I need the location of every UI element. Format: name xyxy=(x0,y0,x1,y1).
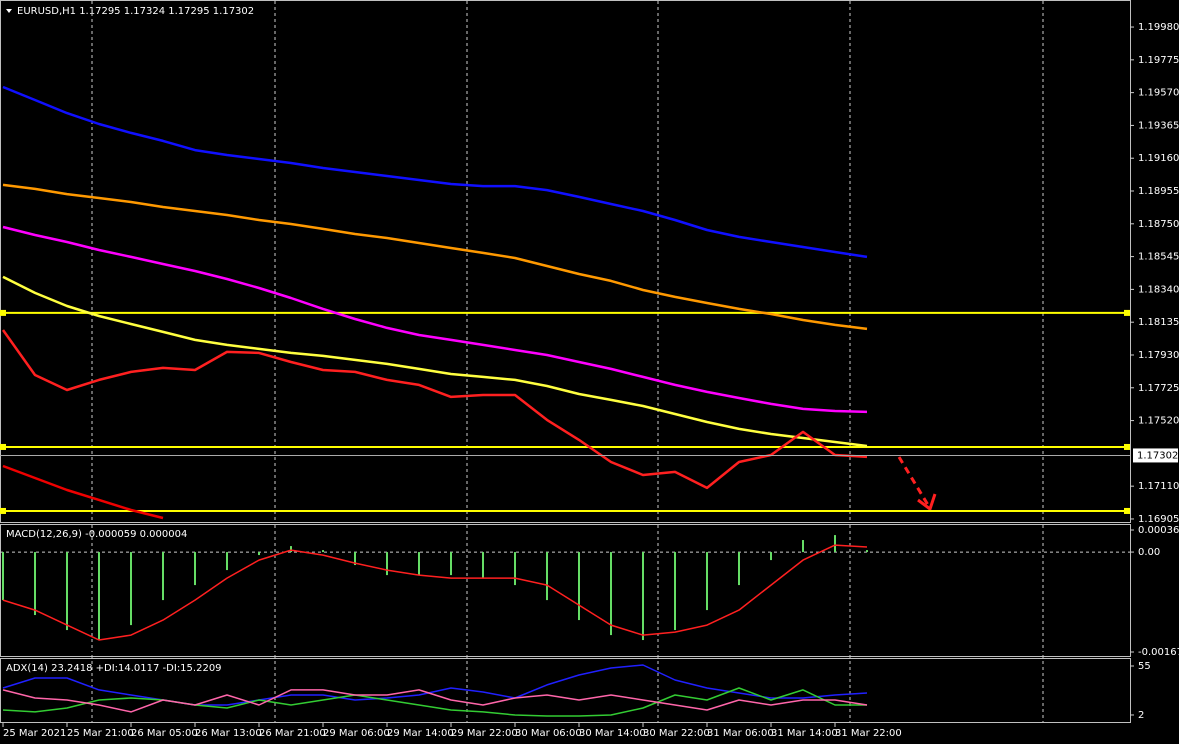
y-tick-label: 1.18545 xyxy=(1138,252,1179,263)
y-tick-label: 1.18340 xyxy=(1138,284,1179,295)
y-tick-label: 1.17930 xyxy=(1138,350,1179,361)
adx-title: ADX(14) 23.2418 +DI:14.0117 -DI:15.2209 xyxy=(6,663,222,674)
x-tick-label: 29 Mar 06:00 xyxy=(323,728,390,739)
y-tick-label: 1.17725 xyxy=(1138,383,1179,394)
macd-title: MACD(12,26,9) -0.000059 0.000004 xyxy=(6,529,187,540)
chart-title: EURUSD,H1 1.17295 1.17324 1.17295 1.1730… xyxy=(17,6,254,17)
page: EURUSD,H1 1.17295 1.17324 1.17295 1.1730… xyxy=(0,0,1179,744)
x-tick-label: 25 Mar 2021 xyxy=(3,728,66,739)
y-tick-label: 1.18135 xyxy=(1138,317,1179,328)
background xyxy=(0,0,1179,744)
y-tick-label: 0.000369 xyxy=(1138,525,1179,536)
x-tick-label: 25 Mar 21:00 xyxy=(67,728,134,739)
y-tick-label: 1.19160 xyxy=(1138,153,1179,164)
y-tick-label: 1.18750 xyxy=(1138,219,1179,230)
x-tick-label: 30 Mar 14:00 xyxy=(579,728,646,739)
level-handle xyxy=(1124,310,1130,316)
y-tick-label: 1.17520 xyxy=(1138,416,1179,427)
level-handle xyxy=(0,444,6,450)
level-handle xyxy=(0,310,6,316)
y-tick-label: 1.19365 xyxy=(1138,120,1179,131)
y-tick-label: 1.18955 xyxy=(1138,186,1179,197)
level-handle xyxy=(1124,444,1130,450)
x-tick-label: 31 Mar 22:00 xyxy=(835,728,902,739)
x-tick-label: 26 Mar 21:00 xyxy=(259,728,326,739)
y-tick-label: -0.001671 xyxy=(1138,647,1179,658)
x-tick-label: 29 Mar 22:00 xyxy=(451,728,518,739)
x-tick-label: 30 Mar 22:00 xyxy=(643,728,710,739)
y-tick-label: 1.19775 xyxy=(1138,55,1179,66)
level-handle xyxy=(0,508,6,514)
y-tick-label: 55 xyxy=(1138,661,1151,672)
bid-label: 1.17302 xyxy=(1137,450,1178,461)
x-tick-label: 29 Mar 14:00 xyxy=(387,728,454,739)
x-tick-label: 31 Mar 06:00 xyxy=(707,728,774,739)
y-tick-label: 1.16905 xyxy=(1138,514,1179,525)
y-tick-label: 1.17110 xyxy=(1138,481,1179,492)
level-handle xyxy=(1124,508,1130,514)
y-tick-label: 2 xyxy=(1138,710,1144,721)
y-tick-label: 0.00 xyxy=(1138,547,1160,558)
y-tick-label: 1.19570 xyxy=(1138,88,1179,99)
chart: EURUSD,H1 1.17295 1.17324 1.17295 1.1730… xyxy=(0,0,1179,744)
y-tick-label: 1.19980 xyxy=(1138,22,1179,33)
x-tick-label: 26 Mar 05:00 xyxy=(131,728,198,739)
x-tick-label: 30 Mar 06:00 xyxy=(515,728,582,739)
x-tick-label: 31 Mar 14:00 xyxy=(771,728,838,739)
x-tick-label: 26 Mar 13:00 xyxy=(195,728,262,739)
